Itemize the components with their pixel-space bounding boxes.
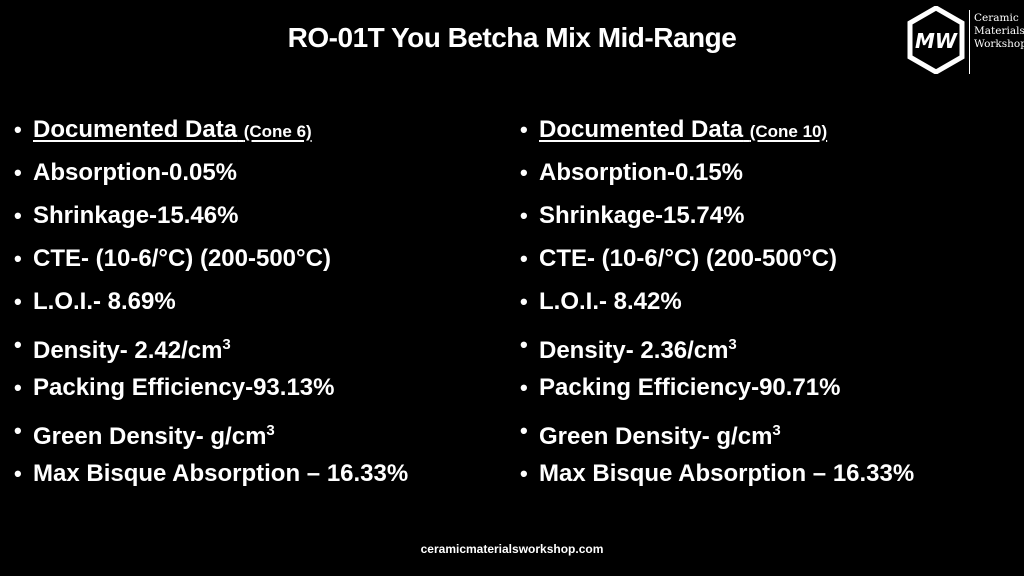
right-absorption: Absorption-0.15% xyxy=(539,159,744,186)
right-density-item: • Density- 2.36/cm3 xyxy=(520,327,914,370)
bullet-icon: • xyxy=(520,203,528,228)
left-density: Density- 2.42/cm xyxy=(33,337,223,364)
left-loi-item: • L.O.I.- 8.69% xyxy=(14,284,408,327)
right-max-bisque-item: • Max Bisque Absorption – 16.33% xyxy=(520,456,914,499)
right-column-list: • Documented Data (Cone 10) • Absorption… xyxy=(520,112,914,499)
logo-line-1: Ceramic xyxy=(974,12,1019,24)
bullet-icon: • xyxy=(14,203,22,228)
left-max-bisque-item: • Max Bisque Absorption – 16.33% xyxy=(14,456,408,499)
right-shrinkage-item: • Shrinkage-15.74% xyxy=(520,198,914,241)
left-packing-item: • Packing Efficiency-93.13% xyxy=(14,370,408,413)
left-header-item: • Documented Data (Cone 6) xyxy=(14,112,408,155)
left-shrinkage: Shrinkage-15.46% xyxy=(33,202,239,229)
left-absorption-item: • Absorption-0.05% xyxy=(14,155,408,198)
right-packing-item: • Packing Efficiency-90.71% xyxy=(520,370,914,413)
footer-url: ceramicmaterialsworkshop.com xyxy=(420,542,604,556)
right-cte: CTE- (10-6/°C) (200-500°C) xyxy=(539,245,837,272)
slide-title: RO-01T You Betcha Mix Mid-Range xyxy=(287,22,737,53)
left-max-bisque: Max Bisque Absorption – 16.33% xyxy=(33,460,409,487)
logo-text: Ceramic Materials Workshop xyxy=(974,12,1024,51)
left-green-density-sup: 3 xyxy=(266,422,275,439)
left-green-density: Green Density- g/cm xyxy=(33,423,267,450)
bullet-icon: • xyxy=(14,246,22,271)
bullet-icon: • xyxy=(520,418,528,443)
right-cte-item: • CTE- (10-6/°C) (200-500°C) xyxy=(520,241,914,284)
bullet-icon: • xyxy=(14,289,22,314)
left-header-cone: (Cone 6) xyxy=(243,122,312,141)
bullet-icon: • xyxy=(14,160,22,185)
left-density-item: • Density- 2.42/cm3 xyxy=(14,327,408,370)
bullet-icon: • xyxy=(520,332,528,357)
right-density-sup: 3 xyxy=(728,336,737,353)
right-green-density: Green Density- g/cm xyxy=(539,423,773,450)
right-loi: L.O.I.- 8.42% xyxy=(539,288,682,315)
right-loi-item: • L.O.I.- 8.42% xyxy=(520,284,914,327)
bullet-icon: • xyxy=(520,461,528,486)
right-header-label: Documented Data xyxy=(539,116,744,143)
left-absorption: Absorption-0.05% xyxy=(33,159,238,186)
left-green-density-item: • Green Density- g/cm3 xyxy=(14,413,408,456)
cmw-logo-mark-icon: MW xyxy=(907,6,965,74)
right-absorption-item: • Absorption-0.15% xyxy=(520,155,914,198)
bullet-icon: • xyxy=(14,332,22,357)
right-max-bisque: Max Bisque Absorption – 16.33% xyxy=(539,460,915,487)
left-density-sup: 3 xyxy=(222,336,231,353)
left-header-label: Documented Data xyxy=(33,116,238,143)
bullet-icon: • xyxy=(520,375,528,400)
bullet-icon: • xyxy=(520,160,528,185)
bullet-icon: • xyxy=(520,117,528,142)
left-packing: Packing Efficiency-93.13% xyxy=(33,374,335,401)
bullet-icon: • xyxy=(14,418,22,443)
right-density: Density- 2.36/cm xyxy=(539,337,729,364)
left-header: Documented Data (Cone 6) xyxy=(33,116,312,143)
bullet-icon: • xyxy=(520,289,528,314)
left-cte: CTE- (10-6/°C) (200-500°C) xyxy=(33,245,331,272)
right-header: Documented Data (Cone 10) xyxy=(539,116,827,143)
left-loi: L.O.I.- 8.69% xyxy=(33,288,176,315)
right-shrinkage: Shrinkage-15.74% xyxy=(539,202,745,229)
right-header-item: • Documented Data (Cone 10) xyxy=(520,112,914,155)
right-green-density-item: • Green Density- g/cm3 xyxy=(520,413,914,456)
logo-divider xyxy=(969,10,970,74)
bullet-icon: • xyxy=(14,461,22,486)
bullet-icon: • xyxy=(520,246,528,271)
left-column-list: • Documented Data (Cone 6) • Absorption-… xyxy=(14,112,408,499)
cmw-logo: MW Ceramic Materials Workshop xyxy=(907,6,1024,76)
bullet-icon: • xyxy=(14,117,22,142)
left-shrinkage-item: • Shrinkage-15.46% xyxy=(14,198,408,241)
right-header-cone: (Cone 10) xyxy=(749,122,828,141)
right-green-density-sup: 3 xyxy=(772,422,781,439)
logo-mark-letters: MW xyxy=(915,29,958,53)
right-packing: Packing Efficiency-90.71% xyxy=(539,374,841,401)
logo-line-3: Workshop xyxy=(974,38,1024,50)
logo-line-2: Materials xyxy=(974,25,1024,37)
bullet-icon: • xyxy=(14,375,22,400)
left-cte-item: • CTE- (10-6/°C) (200-500°C) xyxy=(14,241,408,284)
